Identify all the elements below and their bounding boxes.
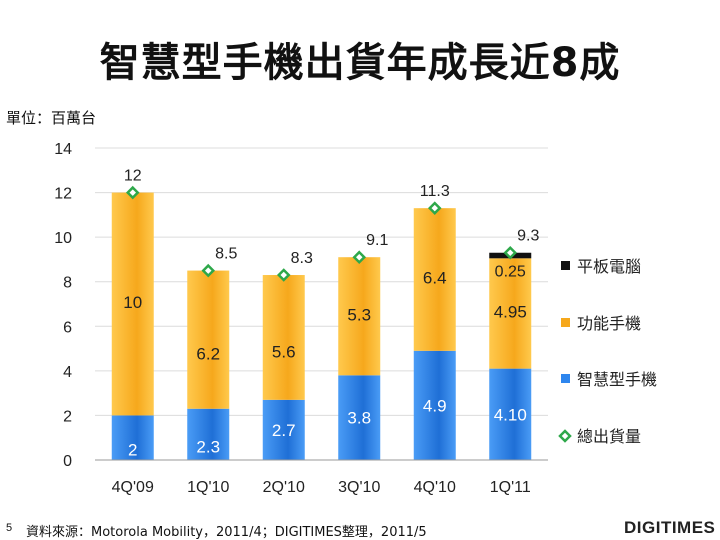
x-tick-label: 1Q'10 xyxy=(187,479,229,496)
smartphone-data-label: 2 xyxy=(128,441,137,460)
bar-feature-phone xyxy=(489,258,532,369)
bar-smartphone xyxy=(187,408,230,460)
feature-phone-data-label: 6.4 xyxy=(423,268,447,287)
x-tick-label: 2Q'10 xyxy=(263,479,305,496)
total-data-label: 8.5 xyxy=(215,246,237,263)
smartphone-data-label: 4.9 xyxy=(423,396,447,415)
y-tick-label: 6 xyxy=(63,319,72,336)
bar-feature-phone xyxy=(262,275,305,400)
bar-smartphone xyxy=(338,375,381,460)
legend-label-feature-phone: 功能手機 xyxy=(577,315,641,333)
x-tick-label: 4Q'10 xyxy=(414,479,456,496)
bar-feature-phone xyxy=(187,270,230,409)
x-tick-label: 1Q'11 xyxy=(490,479,531,496)
bar-smartphone xyxy=(413,350,456,460)
y-tick-label: 4 xyxy=(63,364,72,381)
legend-swatch-tablet xyxy=(561,261,570,270)
tablet-data-label: 0.25 xyxy=(495,263,526,280)
total-data-label: 11.3 xyxy=(420,183,450,200)
bar-feature-phone xyxy=(338,257,381,376)
smartphone-data-label: 4.10 xyxy=(494,405,527,424)
bar-smartphone xyxy=(111,415,154,460)
page-title: 智慧型手機出貨年成長近8成 xyxy=(99,40,621,86)
bar-feature-phone xyxy=(413,208,456,351)
unit-label: 單位：百萬台 xyxy=(6,109,97,127)
total-marker xyxy=(352,250,367,264)
feature-phone-data-label: 6.2 xyxy=(196,345,220,364)
smartphone-data-label: 2.7 xyxy=(272,421,296,440)
bar-feature-phone xyxy=(111,192,154,416)
total-data-label: 9.3 xyxy=(517,228,539,245)
smartphone-data-label: 3.8 xyxy=(347,409,371,428)
stacked-bar-chart: 2 10 2.3 6.2 2.7 5.6 3.8 5.3 4.9 6.4 4.10 4.95 0.25 1… xyxy=(54,141,657,496)
total-marker xyxy=(503,245,518,260)
legend-label-tablet: 平板電腦 xyxy=(577,258,641,276)
total-marker xyxy=(276,268,291,282)
feature-phone-data-label: 10 xyxy=(123,293,142,312)
total-marker xyxy=(201,263,216,278)
y-tick-label: 12 xyxy=(54,186,72,203)
digitimes-logo: DIGITIMES xyxy=(624,518,716,537)
bar-smartphone xyxy=(262,399,305,460)
total-marker xyxy=(427,201,442,215)
source-note: 資料來源：Motorola Mobility，2011/4；DIGITIMES整… xyxy=(26,525,427,540)
legend-label-total: 總出貨量 xyxy=(577,428,641,446)
feature-phone-data-label: 5.3 xyxy=(347,305,371,324)
total-data-label: 9.1 xyxy=(366,232,388,249)
y-tick-label: 10 xyxy=(54,230,72,247)
y-tick-label: 8 xyxy=(63,275,72,292)
smartphone-data-label: 2.3 xyxy=(196,437,220,456)
legend-label-smartphone: 智慧型手機 xyxy=(577,371,657,389)
bar-smartphone xyxy=(489,368,532,460)
feature-phone-data-label: 5.6 xyxy=(272,342,296,361)
legend-swatch-feature-phone xyxy=(561,318,570,327)
x-tick-label: 3Q'10 xyxy=(338,479,380,496)
total-data-label: 8.3 xyxy=(291,250,313,267)
x-tick-label: 4Q'09 xyxy=(112,479,154,496)
y-tick-label: 0 xyxy=(63,453,72,470)
legend-swatch-smartphone xyxy=(561,374,570,383)
feature-phone-data-label: 4.95 xyxy=(494,302,527,321)
y-tick-label: 2 xyxy=(63,408,72,425)
page-number: 5 xyxy=(6,522,13,534)
y-tick-label: 14 xyxy=(54,141,72,158)
total-data-label: 12 xyxy=(124,168,142,185)
legend-swatch-total xyxy=(558,429,572,443)
total-marker xyxy=(125,185,140,200)
